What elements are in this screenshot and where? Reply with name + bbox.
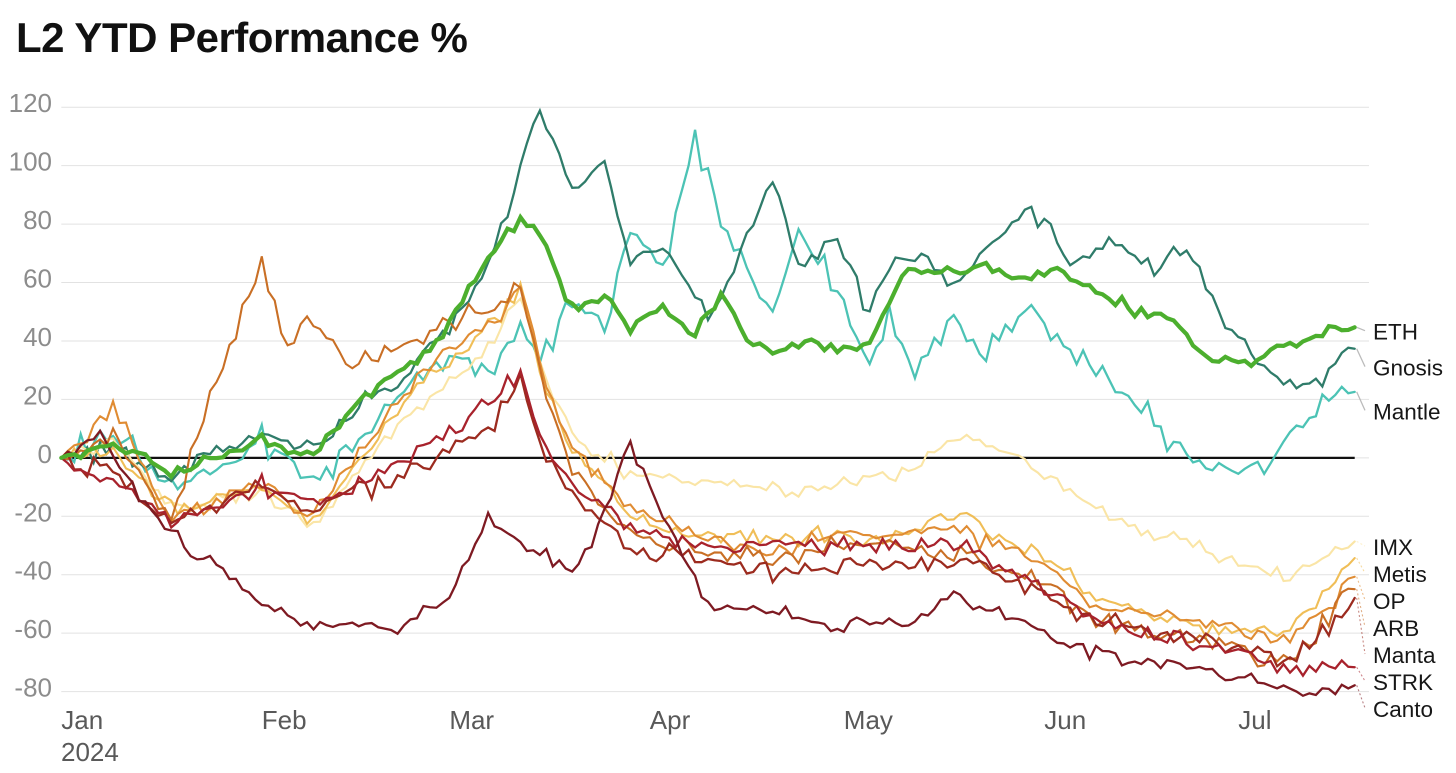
svg-text:Manta: Manta — [1373, 643, 1436, 668]
svg-text:20: 20 — [23, 380, 52, 410]
svg-text:STRK: STRK — [1373, 670, 1433, 695]
svg-text:Canto: Canto — [1373, 697, 1433, 722]
svg-text:Feb: Feb — [262, 705, 307, 735]
svg-text:Mar: Mar — [449, 705, 494, 735]
svg-text:-20: -20 — [14, 497, 52, 527]
svg-text:120: 120 — [9, 88, 52, 118]
svg-text:OP: OP — [1373, 589, 1406, 614]
svg-text:Gnosis: Gnosis — [1373, 356, 1443, 381]
svg-text:Jan: Jan — [61, 705, 103, 735]
svg-text:-80: -80 — [14, 673, 52, 703]
svg-text:0: 0 — [38, 439, 52, 469]
svg-text:ARB: ARB — [1373, 616, 1419, 641]
svg-text:IMX: IMX — [1373, 535, 1413, 560]
svg-text:May: May — [844, 705, 893, 735]
svg-text:2024: 2024 — [61, 737, 119, 767]
svg-text:40: 40 — [23, 322, 52, 352]
svg-text:-40: -40 — [14, 556, 52, 586]
svg-text:100: 100 — [9, 147, 52, 177]
svg-text:80: 80 — [23, 205, 52, 235]
svg-text:Jul: Jul — [1238, 705, 1271, 735]
svg-text:Jun: Jun — [1044, 705, 1086, 735]
svg-text:Metis: Metis — [1373, 562, 1427, 587]
svg-text:Mantle: Mantle — [1373, 399, 1441, 424]
svg-text:ETH: ETH — [1373, 320, 1418, 345]
svg-text:Apr: Apr — [650, 705, 691, 735]
svg-text:60: 60 — [23, 264, 52, 294]
svg-text:-60: -60 — [14, 614, 52, 644]
